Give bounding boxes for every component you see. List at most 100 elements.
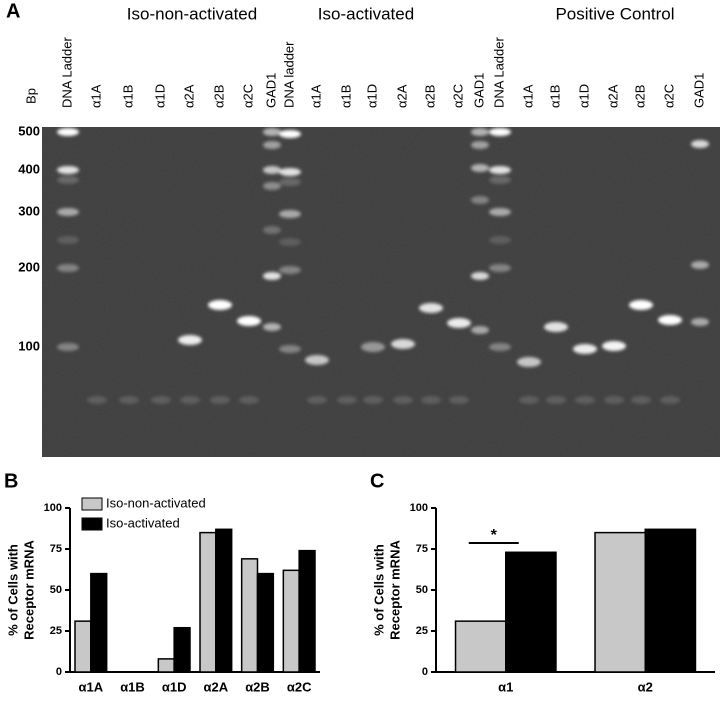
lane-label: GAD1 [471, 73, 486, 108]
gel-band [151, 396, 171, 404]
gel-band [471, 272, 489, 280]
group-title: Iso-non-activated [127, 4, 257, 23]
x-tick-label: α1D [162, 679, 187, 694]
gel-band [546, 396, 566, 404]
size-label: 200 [18, 259, 40, 274]
gel-band [471, 326, 489, 334]
size-label: 100 [18, 338, 40, 353]
y-tick-label: 50 [416, 584, 428, 596]
gel-band [544, 322, 568, 332]
group-title: Iso-activated [318, 4, 414, 23]
y-axis-label: Receptor mRNA [21, 540, 36, 640]
gel-band [660, 396, 680, 404]
gel-band [489, 208, 511, 216]
lane-label: α2A [394, 84, 409, 108]
lane-label: α1A [308, 84, 323, 108]
bar [90, 572, 108, 673]
gel-band [263, 166, 281, 174]
gel-band [421, 396, 441, 404]
gel-band [691, 318, 709, 326]
gel-band [57, 208, 79, 216]
lane-label: α2A [605, 84, 620, 108]
lane-label: α2B [422, 85, 437, 108]
panel-label: B [4, 470, 18, 492]
gel-band [604, 396, 624, 404]
y-axis-label: % of Cells with [371, 544, 386, 636]
size-label: 400 [18, 161, 40, 176]
gel-band [279, 266, 301, 274]
x-tick-label: α1B [120, 679, 145, 694]
x-tick-label: α2A [204, 679, 229, 694]
bar [74, 620, 92, 673]
lane-label: α1D [364, 84, 379, 108]
gel-band [489, 343, 511, 351]
bar [240, 558, 259, 673]
x-tick-label: α1A [79, 679, 104, 694]
gel-band [489, 166, 511, 174]
gel-band [57, 236, 79, 244]
legend-swatch [81, 517, 103, 531]
lane-label: α1A [88, 84, 103, 108]
lane-label: α2A [181, 84, 196, 108]
gel-band [602, 341, 626, 351]
y-tick-label: 25 [416, 625, 428, 637]
lane-label: α2C [661, 84, 676, 108]
gel-band [691, 261, 709, 269]
size-label: 300 [18, 203, 40, 218]
bar [256, 572, 275, 673]
legend-swatch [81, 497, 103, 511]
gel-band [279, 168, 301, 176]
gel-band [471, 141, 489, 149]
gel-band [57, 176, 79, 184]
annotation: * [491, 527, 498, 544]
gel-band [517, 357, 541, 367]
lane-label: GAD1 [263, 73, 278, 108]
lane-label: α1A [520, 84, 535, 108]
bar [215, 528, 233, 673]
gel-band [178, 335, 202, 345]
gel-bands [57, 128, 709, 404]
bar [157, 658, 175, 673]
gel-band [489, 236, 511, 244]
lane-label: α2B [632, 85, 647, 108]
gel-band [629, 300, 653, 310]
x-tick-label: α2C [287, 679, 312, 694]
gel-band [305, 355, 329, 365]
gel-band [573, 344, 597, 354]
gel-band [263, 226, 281, 234]
gel-band [279, 345, 301, 353]
gel-band [279, 130, 301, 138]
x-tick-label: α2 [638, 679, 653, 694]
x-tick-label: α2B [245, 679, 270, 694]
lane-label: DNA ladder [281, 41, 296, 108]
gel-band [208, 300, 232, 310]
lane-label: DNA Ladder [59, 37, 74, 108]
gel-band [391, 339, 415, 349]
gel-band [489, 264, 511, 272]
lane-label: α1B [120, 85, 135, 108]
lane-label: DNA Ladder [491, 37, 506, 108]
gel-band [263, 323, 281, 331]
gel-band [279, 178, 301, 186]
bar [505, 551, 557, 673]
bar [644, 528, 697, 673]
gel-band [279, 210, 301, 218]
gel-band [263, 182, 281, 190]
gel-band [519, 396, 539, 404]
gel-band [471, 196, 489, 204]
gel-band [57, 166, 79, 174]
gel-band [575, 396, 595, 404]
x-tick-label: α1 [498, 679, 513, 694]
group-title: Positive Control [555, 4, 674, 23]
legend-label: Iso-non-activated [106, 495, 206, 510]
gel-band [471, 164, 489, 172]
size-unit: Bp [23, 88, 38, 104]
bar [594, 531, 647, 673]
gel-noise [42, 127, 720, 457]
gel-band [691, 140, 709, 148]
gel-band [307, 396, 327, 404]
y-tick-label: 25 [50, 625, 62, 637]
gel-band [489, 128, 511, 136]
lane-label: α1D [152, 84, 167, 108]
